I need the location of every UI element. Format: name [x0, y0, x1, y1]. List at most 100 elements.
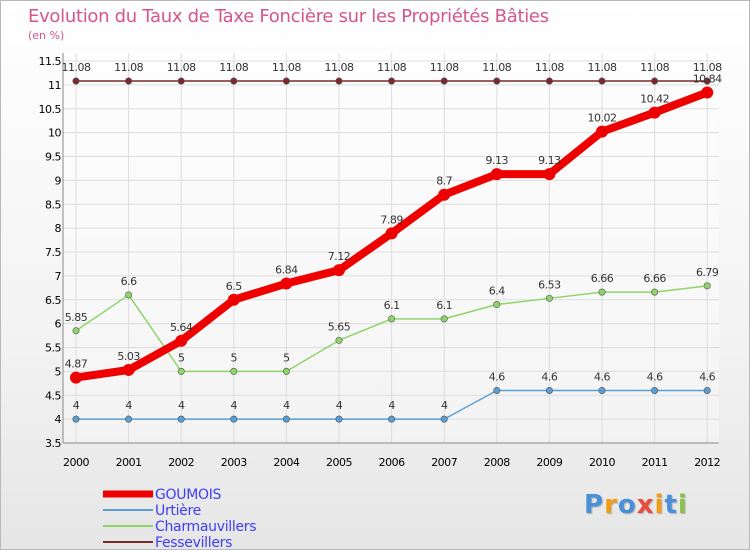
data-point: [227, 293, 240, 306]
data-label: 11.08: [640, 61, 669, 74]
data-point: [440, 77, 448, 85]
data-label: 4: [283, 399, 290, 412]
data-point: [543, 168, 556, 181]
y-tick-label: 11: [48, 79, 61, 92]
data-point: [598, 77, 606, 85]
x-tick-label: 2005: [326, 456, 352, 469]
data-label: 11.08: [167, 61, 196, 74]
data-point: [125, 291, 133, 299]
y-tick-label: 3.5: [45, 437, 61, 450]
data-label: 4: [441, 399, 448, 412]
data-label: 11.08: [482, 61, 511, 74]
data-point: [388, 415, 396, 423]
legend-label: Charmauvillers: [155, 519, 256, 535]
data-point: [703, 386, 711, 394]
y-tick-label: 10.5: [39, 103, 62, 116]
logo-letter: i: [654, 490, 665, 520]
x-tick-label: 2008: [484, 456, 510, 469]
data-point: [230, 77, 238, 85]
data-label: 4: [125, 399, 132, 412]
data-point: [598, 386, 606, 394]
data-point: [177, 77, 185, 85]
data-label: 5.65: [328, 320, 351, 333]
legend-label: Urtière: [155, 503, 201, 519]
data-label: 5: [178, 351, 185, 364]
data-label: 5: [283, 351, 290, 364]
x-tick-label: 2002: [168, 456, 194, 469]
data-label: 5: [231, 351, 238, 364]
x-tick-label: 2003: [221, 456, 247, 469]
y-tick-label: 5.5: [45, 342, 61, 355]
data-label: 6.5: [226, 280, 242, 293]
data-label: 11.08: [62, 61, 91, 74]
data-point: [282, 77, 290, 85]
y-tick-label: 6.5: [45, 294, 61, 307]
data-label: 5.64: [170, 321, 193, 334]
data-point: [545, 294, 553, 302]
data-point: [651, 77, 659, 85]
data-label: 4: [336, 399, 343, 412]
data-label: 6.1: [436, 299, 452, 312]
data-point: [545, 386, 553, 394]
data-label: 5.85: [65, 311, 88, 324]
data-point: [72, 77, 80, 85]
data-label: 4.87: [65, 358, 88, 371]
data-label: 11.08: [325, 61, 354, 74]
data-point: [335, 415, 343, 423]
x-tick-label: 2009: [536, 456, 562, 469]
data-point: [598, 288, 606, 296]
data-label: 6.1: [384, 299, 400, 312]
data-point: [282, 415, 290, 423]
data-label: 4: [231, 399, 238, 412]
data-label: 11.08: [693, 61, 722, 74]
data-label: 11.08: [114, 61, 143, 74]
logo-letter: o: [617, 490, 637, 520]
logo-letter: x: [636, 490, 655, 520]
x-tick-label: 2012: [694, 456, 720, 469]
logo-letter: P: [584, 490, 605, 520]
y-axis-unit-label: (en %): [28, 29, 65, 42]
logo-letter: t: [664, 490, 678, 520]
y-tick-label: 4: [55, 413, 62, 426]
data-point: [72, 415, 80, 423]
plot-area: [63, 53, 719, 443]
logo-letter: r: [604, 490, 618, 520]
x-tick-label: 2006: [379, 456, 405, 469]
data-point: [651, 288, 659, 296]
data-point: [125, 77, 133, 85]
data-label: 5.03: [117, 350, 140, 363]
y-tick-label: 6: [55, 318, 62, 331]
data-point: [280, 277, 293, 290]
data-label: 11.08: [272, 61, 301, 74]
data-point: [703, 77, 711, 85]
data-point: [388, 77, 396, 85]
chart-title: Evolution du Taux de Taxe Foncière sur l…: [28, 6, 549, 27]
proxiti-logo: Proxiti: [584, 490, 688, 520]
data-point: [651, 386, 659, 394]
data-point: [493, 301, 501, 309]
data-label: 11.08: [588, 61, 617, 74]
legend-label: Fessevillers: [155, 535, 232, 549]
y-tick-label: 7.5: [45, 246, 61, 259]
data-point: [703, 282, 711, 290]
data-label: 4.6: [541, 370, 557, 383]
data-label: 4.6: [647, 370, 663, 383]
data-label: 11.08: [219, 61, 248, 74]
data-label: 4: [178, 399, 185, 412]
data-label: 6.53: [538, 278, 561, 291]
data-point: [230, 367, 238, 375]
data-label: 6.66: [643, 272, 666, 285]
x-tick-label: 2010: [589, 456, 615, 469]
x-tick-label: 2007: [431, 456, 457, 469]
data-point: [177, 415, 185, 423]
data-label: 9.13: [538, 154, 561, 167]
x-tick-label: 2011: [642, 456, 668, 469]
y-tick-label: 9.5: [45, 151, 61, 164]
data-label: 11.08: [535, 61, 564, 74]
data-label: 8.7: [436, 175, 452, 188]
data-label: 10.02: [588, 112, 617, 125]
data-label: 11.08: [377, 61, 406, 74]
data-point: [335, 77, 343, 85]
data-label: 6.66: [591, 272, 614, 285]
